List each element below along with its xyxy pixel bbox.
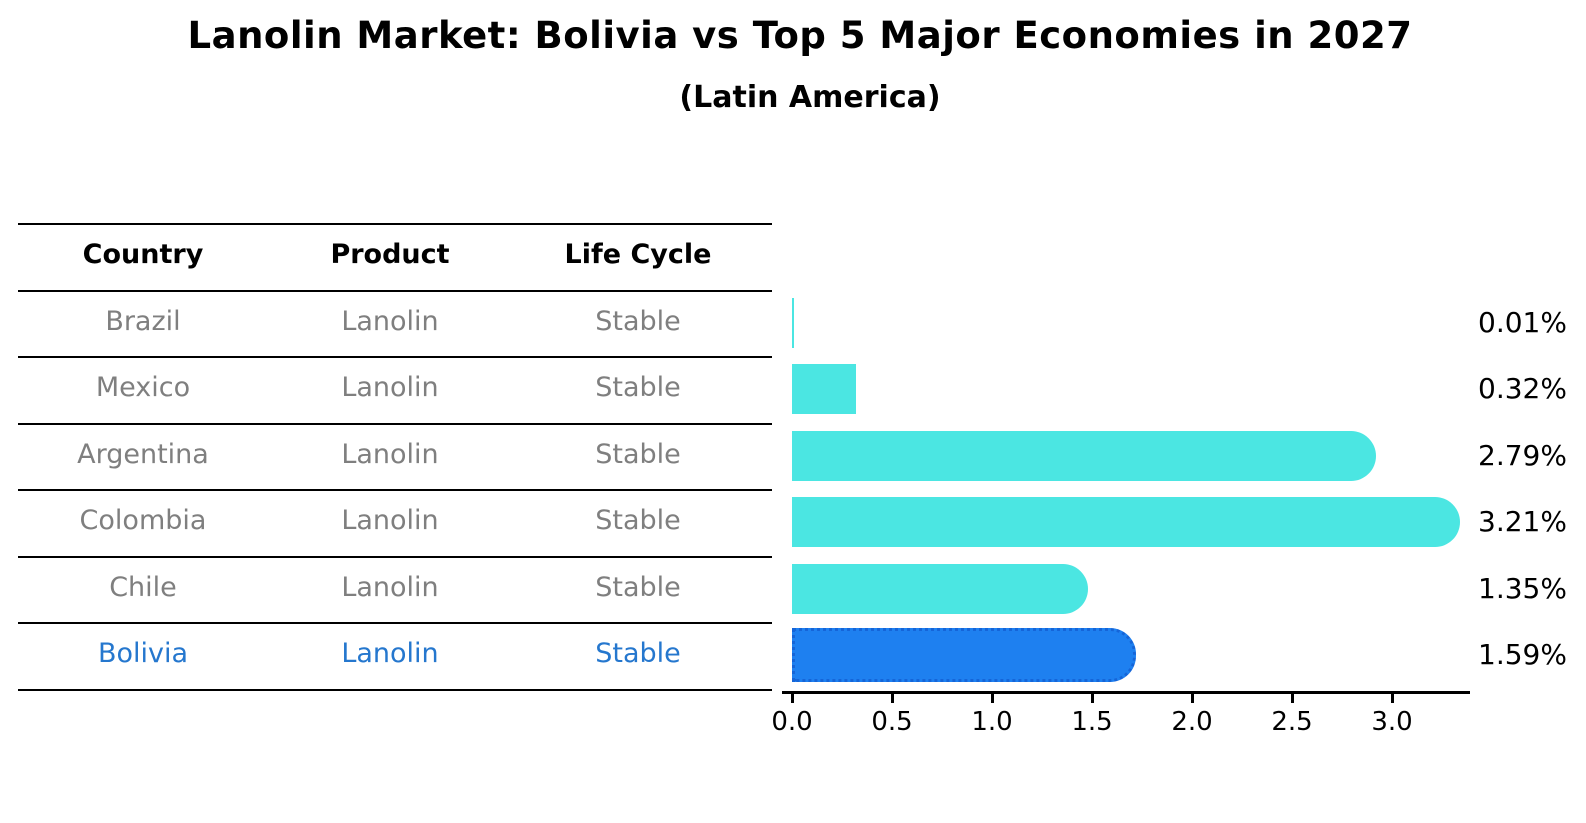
x-axis-tick-label: 2.0 [1171, 707, 1213, 737]
table-cell-country: Mexico [95, 372, 191, 404]
x-axis-tick [890, 694, 894, 703]
table-rule [18, 688, 772, 691]
chart-title: Lanolin Market: Bolivia vs Top 5 Major E… [187, 14, 1413, 57]
x-axis-tick [990, 694, 994, 703]
table-rule [18, 422, 772, 425]
table-rule [18, 555, 772, 558]
x-axis-tick [1290, 694, 1294, 703]
table-cell-product: Lanolin [341, 372, 439, 404]
table-cell-country: Bolivia [97, 638, 189, 670]
table-cell-country: Colombia [79, 505, 207, 537]
chart-subtitle: (Latin America) [679, 80, 941, 115]
table-rule [18, 223, 772, 225]
table-cell-product: Lanolin [341, 305, 439, 337]
table-rule [18, 622, 772, 624]
x-axis-tick-label: 1.0 [971, 707, 1013, 737]
bar-chile [792, 563, 1088, 614]
x-axis-tick-label: 1.5 [1071, 707, 1113, 737]
table-cell-country: Argentina [77, 438, 209, 470]
table-cell-country: Brazil [105, 305, 181, 337]
x-axis-tick [1390, 694, 1394, 703]
x-axis-tick-label: 0.0 [771, 707, 813, 737]
bar-value-label: 0.01% [1478, 305, 1567, 339]
table-header-country: Country [82, 239, 204, 271]
bar-bolivia [792, 628, 1136, 683]
x-axis-tick-label: 3.0 [1371, 707, 1413, 737]
x-axis-tick-label: 2.5 [1271, 707, 1313, 737]
table-header-life-cycle: Life Cycle [564, 239, 712, 271]
x-axis-tick [790, 694, 794, 703]
bar-value-label: 0.32% [1478, 372, 1567, 406]
table-rule [18, 356, 772, 358]
table-rule [18, 489, 772, 491]
x-axis-tick-label: 0.5 [871, 707, 913, 737]
x-axis-tick [1090, 694, 1094, 703]
bar-argentina [792, 430, 1376, 481]
bar-value-label: 2.79% [1478, 438, 1567, 472]
table-cell-life_cycle: Stable [595, 505, 681, 537]
x-axis-line [782, 691, 1470, 694]
table-cell-product: Lanolin [341, 571, 439, 603]
bar-colombia [792, 497, 1460, 548]
bar-value-label: 3.21% [1478, 505, 1567, 539]
table-cell-country: Chile [109, 571, 177, 603]
table-cell-product: Lanolin [341, 438, 439, 470]
table-cell-life_cycle: Stable [595, 372, 681, 404]
bar-value-label: 1.59% [1478, 638, 1567, 672]
bar-mexico [792, 364, 856, 415]
bar-brazil [792, 297, 794, 348]
table-cell-product: Lanolin [341, 505, 439, 537]
table-rule [18, 289, 772, 292]
table-cell-life_cycle: Stable [595, 305, 681, 337]
table-cell-life_cycle: Stable [595, 438, 681, 470]
table-cell-life_cycle: Stable [595, 638, 681, 670]
x-axis-tick [1190, 694, 1194, 703]
bar-value-label: 1.35% [1478, 571, 1567, 605]
table-cell-product: Lanolin [341, 638, 439, 670]
table-cell-life_cycle: Stable [595, 571, 681, 603]
table-header-product: Product [330, 239, 450, 271]
